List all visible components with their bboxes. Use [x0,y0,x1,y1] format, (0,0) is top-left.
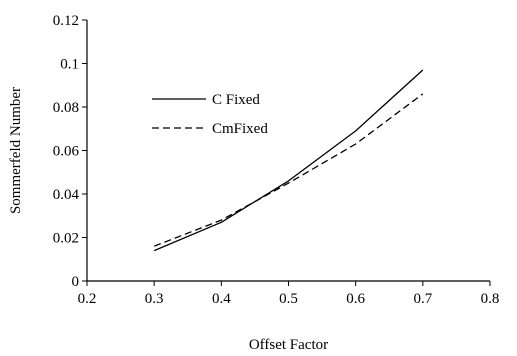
x-tick-label: 0.8 [481,291,500,307]
y-tick-label: 0 [72,274,80,290]
x-tick-label: 0.4 [212,291,231,307]
y-tick-label: 0.06 [53,144,80,160]
x-tick-label: 0.3 [145,291,164,307]
x-tick-label: 0.6 [346,291,365,307]
chart-ticks: 0.2 0.3 0.4 0.5 0.6 0.7 0.8 0 0.02 0.04 0.06 0.08 0.… [53,13,500,307]
y-tick-label: 0.1 [60,57,79,73]
legend-label-2: CmFixed [212,121,268,137]
x-axis-label: Offset Factor [249,337,328,353]
chart-series [153,69,424,252]
legend-label-1: C Fixed [212,92,260,108]
y-tick-label: 0.04 [53,187,80,203]
y-tick-label: 0.02 [53,231,79,247]
y-tick-label: 0.08 [53,100,79,116]
chart-legend: C Fixed CmFixed [152,92,268,137]
series-line-2 [153,93,424,247]
x-tick-label: 0.2 [78,291,97,307]
y-axis-label: Sommerfeld Number [8,87,24,214]
x-tick-label: 0.7 [413,291,432,307]
y-tick-label: 0.12 [53,13,79,29]
chart-axes [86,20,490,282]
x-tick-label: 0.5 [279,291,298,307]
series-line-1 [153,69,424,252]
